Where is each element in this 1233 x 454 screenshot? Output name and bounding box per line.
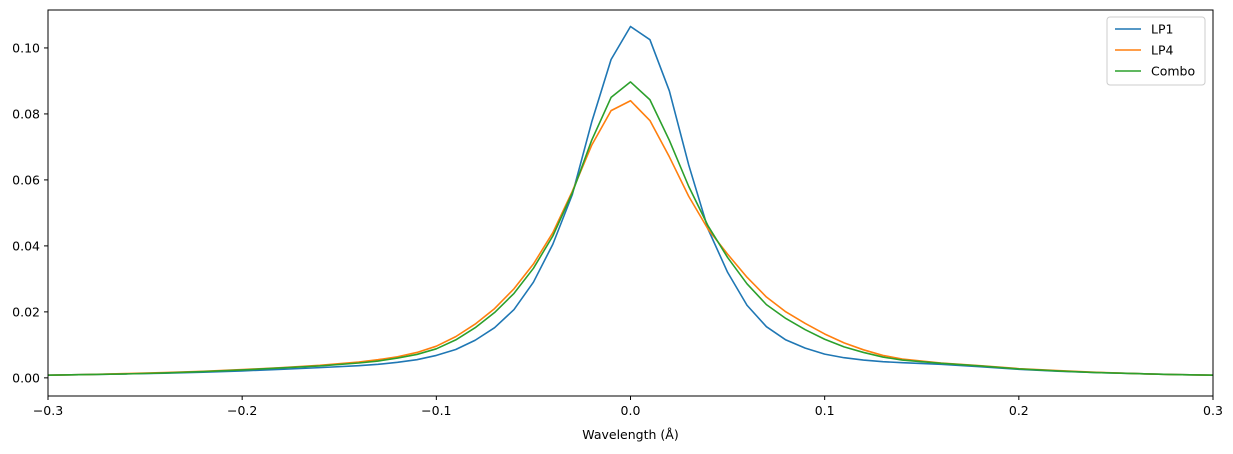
x-tick-label: −0.2 [227,403,257,418]
y-tick-label: 0.04 [12,238,40,253]
x-axis-label: Wavelength (Å) [582,427,678,442]
x-tick-label: 0.2 [1009,403,1029,418]
legend-label-lp4: LP4 [1151,43,1174,58]
legend-box [1106,16,1206,86]
y-tick-label: 0.06 [12,172,40,187]
x-tick-label: 0.1 [815,403,835,418]
x-tick-label: 0.0 [621,403,641,418]
y-tick-label: 0.08 [12,106,40,121]
x-tick-label: −0.1 [421,403,451,418]
y-tick-label: 0.00 [12,370,40,385]
x-tick-label: 0.3 [1203,403,1223,418]
y-tick-label: 0.10 [12,40,40,55]
series-line-combo [48,81,1213,377]
legend: LP1 LP4 Combo [1106,16,1206,86]
legend-label-lp1: LP1 [1151,22,1173,37]
x-axis: −0.3 −0.2 −0.1 0.0 0.1 0.2 0.3 [33,396,1223,418]
x-tick-label: −0.3 [33,403,63,418]
series-layer [48,25,1213,377]
y-tick-label: 0.02 [12,304,40,319]
legend-label-combo: Combo [1151,64,1195,79]
y-axis: 0.00 0.02 0.04 0.06 0.08 0.10 [12,40,48,385]
series-line-lp1 [48,25,1213,377]
